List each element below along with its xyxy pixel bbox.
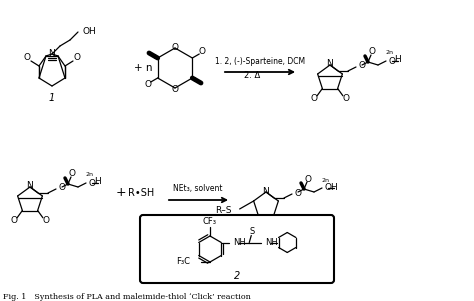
Text: O: O — [172, 85, 179, 94]
Text: O: O — [24, 54, 30, 63]
Text: O: O — [199, 47, 206, 55]
Text: O: O — [295, 188, 302, 197]
Text: NH: NH — [265, 238, 278, 247]
Text: H: H — [395, 55, 401, 64]
Text: 2: 2 — [234, 271, 240, 281]
Text: O: O — [144, 80, 151, 89]
Text: O: O — [342, 94, 349, 103]
Text: Fig. 1  Synthesis of PLA and maleimide-thiol ‘Click’ reaction: Fig. 1 Synthesis of PLA and maleimide-th… — [3, 293, 251, 301]
Text: H: H — [95, 178, 101, 187]
Text: O: O — [304, 175, 311, 184]
Text: O: O — [389, 57, 396, 66]
Text: NEt₃, solvent: NEt₃, solvent — [173, 184, 223, 193]
Text: O: O — [43, 216, 49, 225]
Text: + n: + n — [134, 63, 152, 73]
Text: 2n: 2n — [322, 178, 330, 182]
Text: N: N — [27, 182, 33, 191]
Text: F₃C: F₃C — [176, 257, 190, 266]
Text: R–S: R–S — [215, 206, 232, 216]
Text: CF₃: CF₃ — [203, 218, 217, 226]
Text: OH: OH — [83, 26, 97, 36]
Text: O: O — [73, 54, 81, 63]
Text: H: H — [331, 182, 337, 191]
Text: O: O — [172, 42, 179, 51]
Text: O: O — [89, 178, 96, 188]
Text: O: O — [246, 221, 254, 230]
Text: N: N — [49, 49, 55, 58]
Text: NH: NH — [233, 238, 246, 247]
Text: R•SH: R•SH — [128, 188, 154, 198]
Text: O: O — [10, 216, 18, 225]
Text: O: O — [69, 169, 75, 178]
Text: 1: 1 — [49, 93, 55, 103]
Text: S: S — [250, 227, 255, 236]
Text: 2n: 2n — [386, 51, 394, 55]
Text: +: + — [116, 187, 126, 200]
Text: O: O — [278, 221, 285, 230]
Text: N: N — [263, 187, 269, 196]
Text: O: O — [325, 184, 332, 193]
Text: O: O — [310, 94, 318, 103]
FancyBboxPatch shape — [140, 215, 334, 283]
Text: O: O — [359, 61, 366, 70]
Text: N: N — [327, 60, 333, 69]
Text: 2n: 2n — [86, 172, 94, 178]
Text: O: O — [59, 184, 66, 193]
Text: 1. 2, (-)-Sparteine, DCM: 1. 2, (-)-Sparteine, DCM — [215, 57, 305, 66]
Text: 2. Δ: 2. Δ — [244, 70, 260, 79]
Text: O: O — [368, 48, 375, 57]
